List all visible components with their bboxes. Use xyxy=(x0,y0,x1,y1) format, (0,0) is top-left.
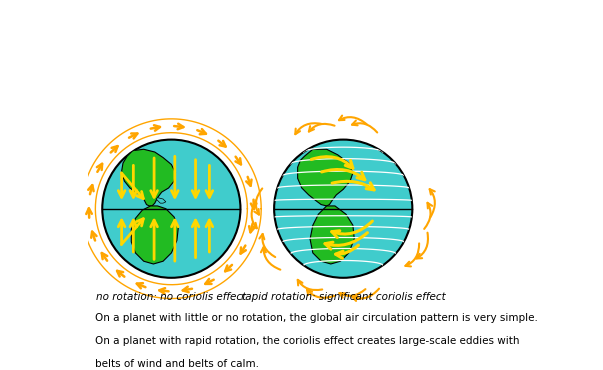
Text: rapid rotation: significant coriolis effect: rapid rotation: significant coriolis eff… xyxy=(241,292,446,302)
Polygon shape xyxy=(122,149,175,206)
Polygon shape xyxy=(131,206,178,264)
Polygon shape xyxy=(310,206,355,264)
Text: no rotation: no coriolis effect: no rotation: no coriolis effect xyxy=(96,292,247,302)
Circle shape xyxy=(274,139,412,278)
Polygon shape xyxy=(298,149,353,206)
Text: On a planet with rapid rotation, the coriolis effect creates large-scale eddies : On a planet with rapid rotation, the cor… xyxy=(95,336,520,346)
Text: On a planet with little or no rotation, the global air circulation pattern is ve: On a planet with little or no rotation, … xyxy=(95,313,538,323)
Circle shape xyxy=(103,139,241,278)
Polygon shape xyxy=(156,198,166,203)
Text: belts of wind and belts of calm.: belts of wind and belts of calm. xyxy=(95,359,259,369)
